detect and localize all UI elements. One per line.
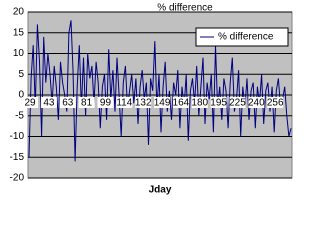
- legend-box: [195, 27, 289, 47]
- x-tick-label: 195: [210, 98, 227, 109]
- y-tick-label: -20: [10, 173, 25, 184]
- y-tick-label: 10: [13, 48, 25, 59]
- legend-label: % difference: [218, 32, 274, 43]
- x-tick-label-box: [59, 97, 76, 108]
- y-tick-label: 20: [13, 7, 25, 18]
- x-tick-label-box: [267, 97, 284, 108]
- x-tick-label: 43: [43, 98, 55, 109]
- x-tick-label: 256: [267, 98, 284, 109]
- y-tick-label: 5: [18, 69, 24, 80]
- x-tick-label-box: [172, 97, 189, 108]
- chart: -20 -15 -10 -5 0 5 10 15 20 29 43 63 81 99 114 132 149 16…: [9, 2, 293, 196]
- y-tick-label: 0: [18, 90, 24, 101]
- y-tick-label: -15: [10, 152, 25, 163]
- x-tick-label: 63: [62, 98, 74, 109]
- x-tick-label: 99: [100, 98, 112, 109]
- y-tick-label: 15: [13, 27, 25, 38]
- x-tick-label: 29: [24, 98, 36, 109]
- x-axis-label: Jday: [149, 185, 172, 196]
- x-tick-label: 240: [248, 98, 265, 109]
- x-tick-label-box: [78, 97, 95, 108]
- x-tick-label: 81: [81, 98, 93, 109]
- x-tick-label-box: [210, 97, 227, 108]
- x-tick-label-box: [229, 97, 246, 108]
- x-tick-label-box: [116, 97, 133, 108]
- x-tick-label: 149: [154, 98, 171, 109]
- x-tick-label-box: [40, 97, 57, 108]
- x-tick-label-box: [248, 97, 265, 108]
- x-tick-label-box: [191, 97, 208, 108]
- x-tick-label-box: [97, 97, 114, 108]
- y-tick-label: -10: [10, 131, 25, 142]
- x-tick-label-box: [135, 97, 152, 108]
- x-tick-label: 225: [229, 98, 246, 109]
- x-tick-label: 114: [116, 98, 132, 109]
- x-tick-label: 180: [191, 98, 208, 109]
- x-tick-label: 132: [135, 98, 152, 109]
- x-tick-label: 164: [173, 98, 190, 109]
- chart-title: % difference: [157, 3, 213, 14]
- x-tick-label-box: [22, 97, 39, 108]
- y-tick-label: -5: [15, 110, 24, 121]
- x-tick-label-box: [154, 97, 171, 108]
